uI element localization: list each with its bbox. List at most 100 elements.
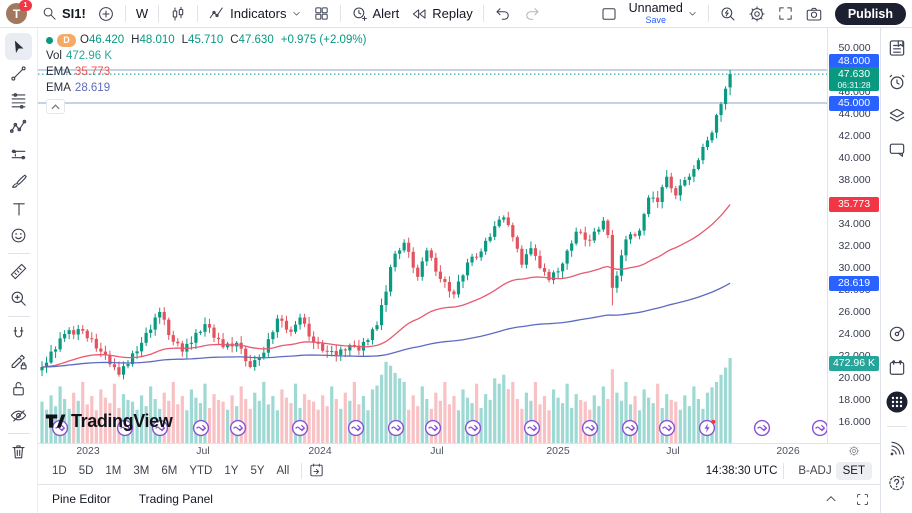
alert-button[interactable]: Alert (346, 3, 405, 25)
smiley-icon (9, 226, 28, 245)
right-sidebar (880, 28, 912, 513)
legend-collapse-button[interactable] (46, 99, 65, 114)
range-5d-button[interactable]: 5D (78, 464, 94, 477)
expand-panel-icon[interactable] (823, 491, 839, 507)
brush-tool-button[interactable] (5, 168, 32, 195)
symbol-search-button[interactable]: SI1! (36, 3, 91, 24)
hotlists-button[interactable] (885, 322, 909, 346)
contract-roll-marker[interactable] (523, 419, 541, 437)
hide-drawings-button[interactable] (5, 402, 32, 429)
range-all-button[interactable]: All (276, 464, 290, 477)
contract-roll-marker[interactable] (424, 419, 442, 437)
indicators-button[interactable]: Indicators (203, 3, 306, 25)
undo-button[interactable] (489, 3, 517, 25)
help-button[interactable] (885, 471, 909, 495)
layout-name-button[interactable]: Unnamed Save (624, 0, 703, 27)
contract-roll-marker[interactable] (291, 419, 309, 437)
go-to-date-icon[interactable] (308, 462, 325, 479)
drawing-mode-button[interactable] (5, 348, 32, 375)
contract-roll-marker[interactable] (581, 419, 599, 437)
pattern-tool-button[interactable] (5, 114, 32, 141)
alerts-button[interactable] (885, 70, 909, 94)
magnet-mode-button[interactable] (5, 321, 32, 348)
measure-tool-button[interactable] (5, 258, 32, 285)
legend-ema2-row[interactable]: EMA 28.619 (46, 80, 366, 96)
price-chart-canvas[interactable] (38, 28, 827, 443)
price-badge: 48.000 (829, 53, 879, 69)
zoom-in-tool-button[interactable] (5, 285, 32, 312)
time-axis[interactable]: 2023 Jul 2024 Jul 2025 Jul 2026 (38, 443, 880, 458)
contract-roll-marker[interactable] (116, 419, 134, 437)
chart-pane[interactable]: TradingView D O46.420 H48.010 L45.710 C4… (38, 28, 827, 443)
contract-roll-marker[interactable] (192, 419, 210, 437)
quick-search-button[interactable] (714, 3, 742, 25)
contract-roll-marker[interactable] (151, 419, 169, 437)
interval-button[interactable]: W (131, 4, 153, 23)
indicator-templates-button[interactable] (308, 3, 335, 24)
chart-settings-button[interactable] (743, 3, 771, 25)
time-tick: 2024 (308, 445, 332, 457)
calendar-button[interactable] (885, 356, 909, 380)
alarm-icon (887, 72, 907, 92)
clock-label[interactable]: 14:38:30 UTC (705, 464, 778, 477)
contract-roll-marker[interactable] (621, 419, 639, 437)
fullscreen-button[interactable] (772, 3, 799, 24)
apps-grid-button[interactable] (885, 390, 909, 414)
contract-roll-upcoming-marker[interactable] (698, 419, 716, 437)
text-tool-button[interactable] (5, 195, 32, 222)
legend-volume-row[interactable]: Vol 472.96 K (46, 48, 366, 64)
range-3m-button[interactable]: 3M (133, 464, 150, 477)
range-1y-button[interactable]: 1Y (224, 464, 239, 477)
pine-editor-tab[interactable]: Pine Editor (52, 492, 111, 506)
user-avatar[interactable]: T 1 (6, 0, 32, 24)
maximize-panel-icon[interactable] (855, 492, 870, 507)
range-1d-button[interactable]: 1D (52, 464, 67, 477)
fib-retracement-tool-button[interactable] (5, 87, 32, 114)
streams-button[interactable] (885, 437, 909, 461)
remove-drawings-button[interactable] (5, 438, 32, 465)
publish-button[interactable]: Publish (834, 2, 906, 25)
ema2-value: 28.619 (74, 82, 111, 94)
contract-roll-marker[interactable] (229, 419, 247, 437)
drawing-toolbar (0, 28, 38, 513)
replay-button[interactable]: Replay (405, 3, 477, 25)
footer-bar: Pine Editor Trading Panel (38, 485, 880, 513)
contract-roll-marker[interactable] (51, 419, 69, 437)
contract-roll-marker[interactable] (464, 419, 482, 437)
range-1m-button[interactable]: 1M (105, 464, 122, 477)
chart-style-button[interactable] (164, 3, 192, 25)
contract-roll-marker[interactable] (658, 419, 676, 437)
lock-drawings-button[interactable] (5, 375, 32, 402)
trend-line-tool-button[interactable] (5, 60, 32, 87)
price-axis[interactable]: 50.000 46.000 44.000 42.000 40.000 38.000 34.0… (827, 28, 881, 443)
compare-add-button[interactable] (92, 3, 120, 25)
object-tree-button[interactable] (885, 104, 909, 128)
legend-ema1-row[interactable]: EMA 35.773 (46, 64, 366, 80)
delayed-data-badge[interactable]: D (57, 33, 76, 47)
trading-panel-tab[interactable]: Trading Panel (138, 492, 213, 506)
settlement-toggle[interactable]: SET (835, 461, 872, 480)
high-value: 48.010 (139, 34, 175, 46)
watchlist-button[interactable] (885, 36, 909, 60)
plus-circle-icon (97, 5, 115, 23)
snapshot-button[interactable] (800, 3, 828, 25)
range-5y-button[interactable]: 5Y (250, 464, 265, 477)
contract-roll-marker[interactable] (387, 419, 405, 437)
redo-button[interactable] (518, 3, 546, 25)
range-ytd-button[interactable]: YTD (189, 464, 213, 477)
chat-button[interactable] (885, 138, 909, 162)
forecast-position-tool-button[interactable] (5, 141, 32, 168)
contract-roll-marker[interactable] (347, 419, 365, 437)
axis-settings-gear-icon[interactable] (848, 445, 860, 457)
contract-roll-marker[interactable] (811, 419, 827, 437)
contract-roll-marker[interactable] (753, 419, 771, 437)
range-6m-button[interactable]: 6M (161, 464, 178, 477)
save-label[interactable]: Save (645, 14, 666, 25)
layout-select-button[interactable] (595, 3, 623, 25)
legend-symbol-row[interactable]: D O46.420 H48.010 L45.710 C47.630 +0.975… (46, 32, 366, 48)
price-tick: 38.000 (838, 174, 871, 186)
back-adjust-toggle[interactable]: B-ADJ (798, 464, 832, 477)
pattern-icon (9, 118, 28, 137)
cursor-tool-button[interactable] (5, 33, 32, 60)
emoji-tool-button[interactable] (5, 222, 32, 249)
